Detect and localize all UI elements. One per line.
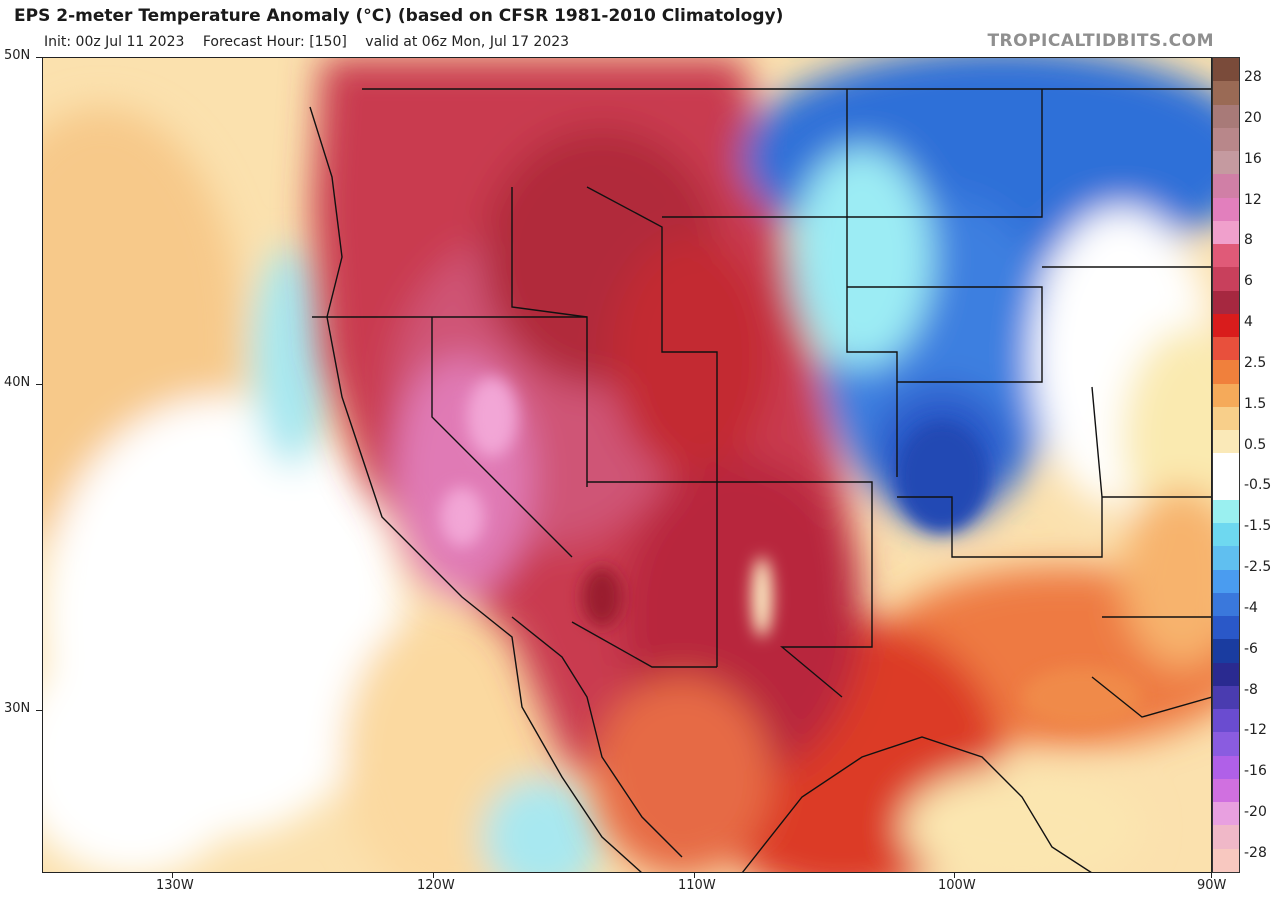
lat-label-40n: 40N [4,375,31,390]
colorbar-swatch [1213,220,1239,244]
colorbar-swatch [1213,802,1239,826]
lon-label-110w: 110W [678,878,716,893]
colorbar-swatch [1213,337,1239,361]
colorbar-label: 16 [1244,150,1262,167]
colorbar-label: 2.5 [1244,354,1267,371]
colorbar-swatch [1213,197,1239,221]
colorbar-label: -4 [1244,599,1258,616]
colorbar-label: 12 [1244,191,1262,208]
colorbar-label: 8 [1244,232,1253,249]
colorbar-swatch [1213,174,1239,198]
colorbar-label: 0.5 [1244,436,1267,453]
colorbar-swatch [1213,383,1239,407]
lon-label-90w: 90W [1197,878,1227,893]
colorbar [1212,57,1240,873]
colorbar-label: -1.5 [1244,518,1272,535]
lon-label-100w: 100W [938,878,976,893]
colorbar-label: -8 [1244,681,1258,698]
lon-label-120w: 120W [417,878,455,893]
ocean-anomaly-field [42,107,1212,873]
lat-label-30n: 30N [4,701,31,716]
colorbar-swatch [1213,616,1239,640]
anomaly-map [42,57,1212,873]
colorbar-swatch [1213,755,1239,779]
lat-tick-30n [36,710,42,711]
lat-tick-40n [36,384,42,385]
lat-label-50n: 50N [4,48,31,63]
colorbar-label: -12 [1244,722,1267,739]
lat-tick-50n [36,57,42,58]
lon-tick-90w [1211,873,1212,878]
colorbar-swatch [1213,778,1239,802]
colorbar-swatch [1213,639,1239,663]
colorbar-swatch [1213,244,1239,268]
map-subtitle: Init: 00z Jul 11 2023 Forecast Hour: [15… [44,34,583,50]
colorbar-swatch [1213,476,1239,500]
colorbar-label: 6 [1244,273,1253,290]
local-extremes [440,377,1142,727]
colorbar-label: -20 [1244,804,1267,821]
forecast-hour: Forecast Hour: [150] [202,34,347,50]
colorbar-swatch [1213,406,1239,430]
valid-time: valid at 06z Mon, Jul 17 2023 [365,34,570,50]
colorbar-label: -16 [1244,763,1267,780]
colorbar-swatch [1213,569,1239,593]
lon-tick-130w [172,873,173,878]
lon-tick-110w [694,873,695,878]
colorbar-swatch [1213,81,1239,105]
colorbar-swatch [1213,825,1239,849]
colorbar-label: -28 [1244,845,1267,861]
colorbar-swatch [1213,592,1239,616]
colorbar-swatch [1213,290,1239,314]
colorbar-label: 1.5 [1244,395,1267,412]
lon-tick-120w [433,873,434,878]
colorbar-swatch [1213,732,1239,756]
colorbar-label: 20 [1244,109,1262,126]
colorbar-swatch [1213,313,1239,337]
colorbar-swatch [1213,546,1239,570]
map-title: EPS 2-meter Temperature Anomaly (°C) (ba… [14,6,784,26]
colorbar-swatch [1213,104,1239,128]
brand-watermark: TROPICALTIDBITS.COM [987,31,1214,51]
colorbar-swatch [1213,709,1239,733]
colorbar-swatch [1213,453,1239,477]
init-time: Init: 00z Jul 11 2023 [44,34,185,50]
lon-label-130w: 130W [156,878,194,893]
colorbar-swatch [1213,267,1239,291]
colorbar-label: -0.5 [1244,477,1272,494]
colorbar-swatch [1213,430,1239,454]
colorbar-swatch [1213,662,1239,686]
colorbar-swatch [1213,58,1239,82]
colorbar-swatch [1213,685,1239,709]
colorbar-swatch [1213,523,1239,547]
colorbar-label: -2.5 [1244,559,1272,576]
colorbar-label: 4 [1244,314,1253,331]
colorbar-swatch [1213,127,1239,151]
colorbar-swatch [1213,848,1239,872]
colorbar-label: 28 [1244,69,1262,85]
colorbar-label: -6 [1244,640,1258,657]
colorbar-swatch [1213,499,1239,523]
coastlines-and-borders [309,88,1212,873]
lon-tick-100w [954,873,955,878]
colorbar-swatch [1213,360,1239,384]
colorbar-swatch [1213,151,1239,175]
